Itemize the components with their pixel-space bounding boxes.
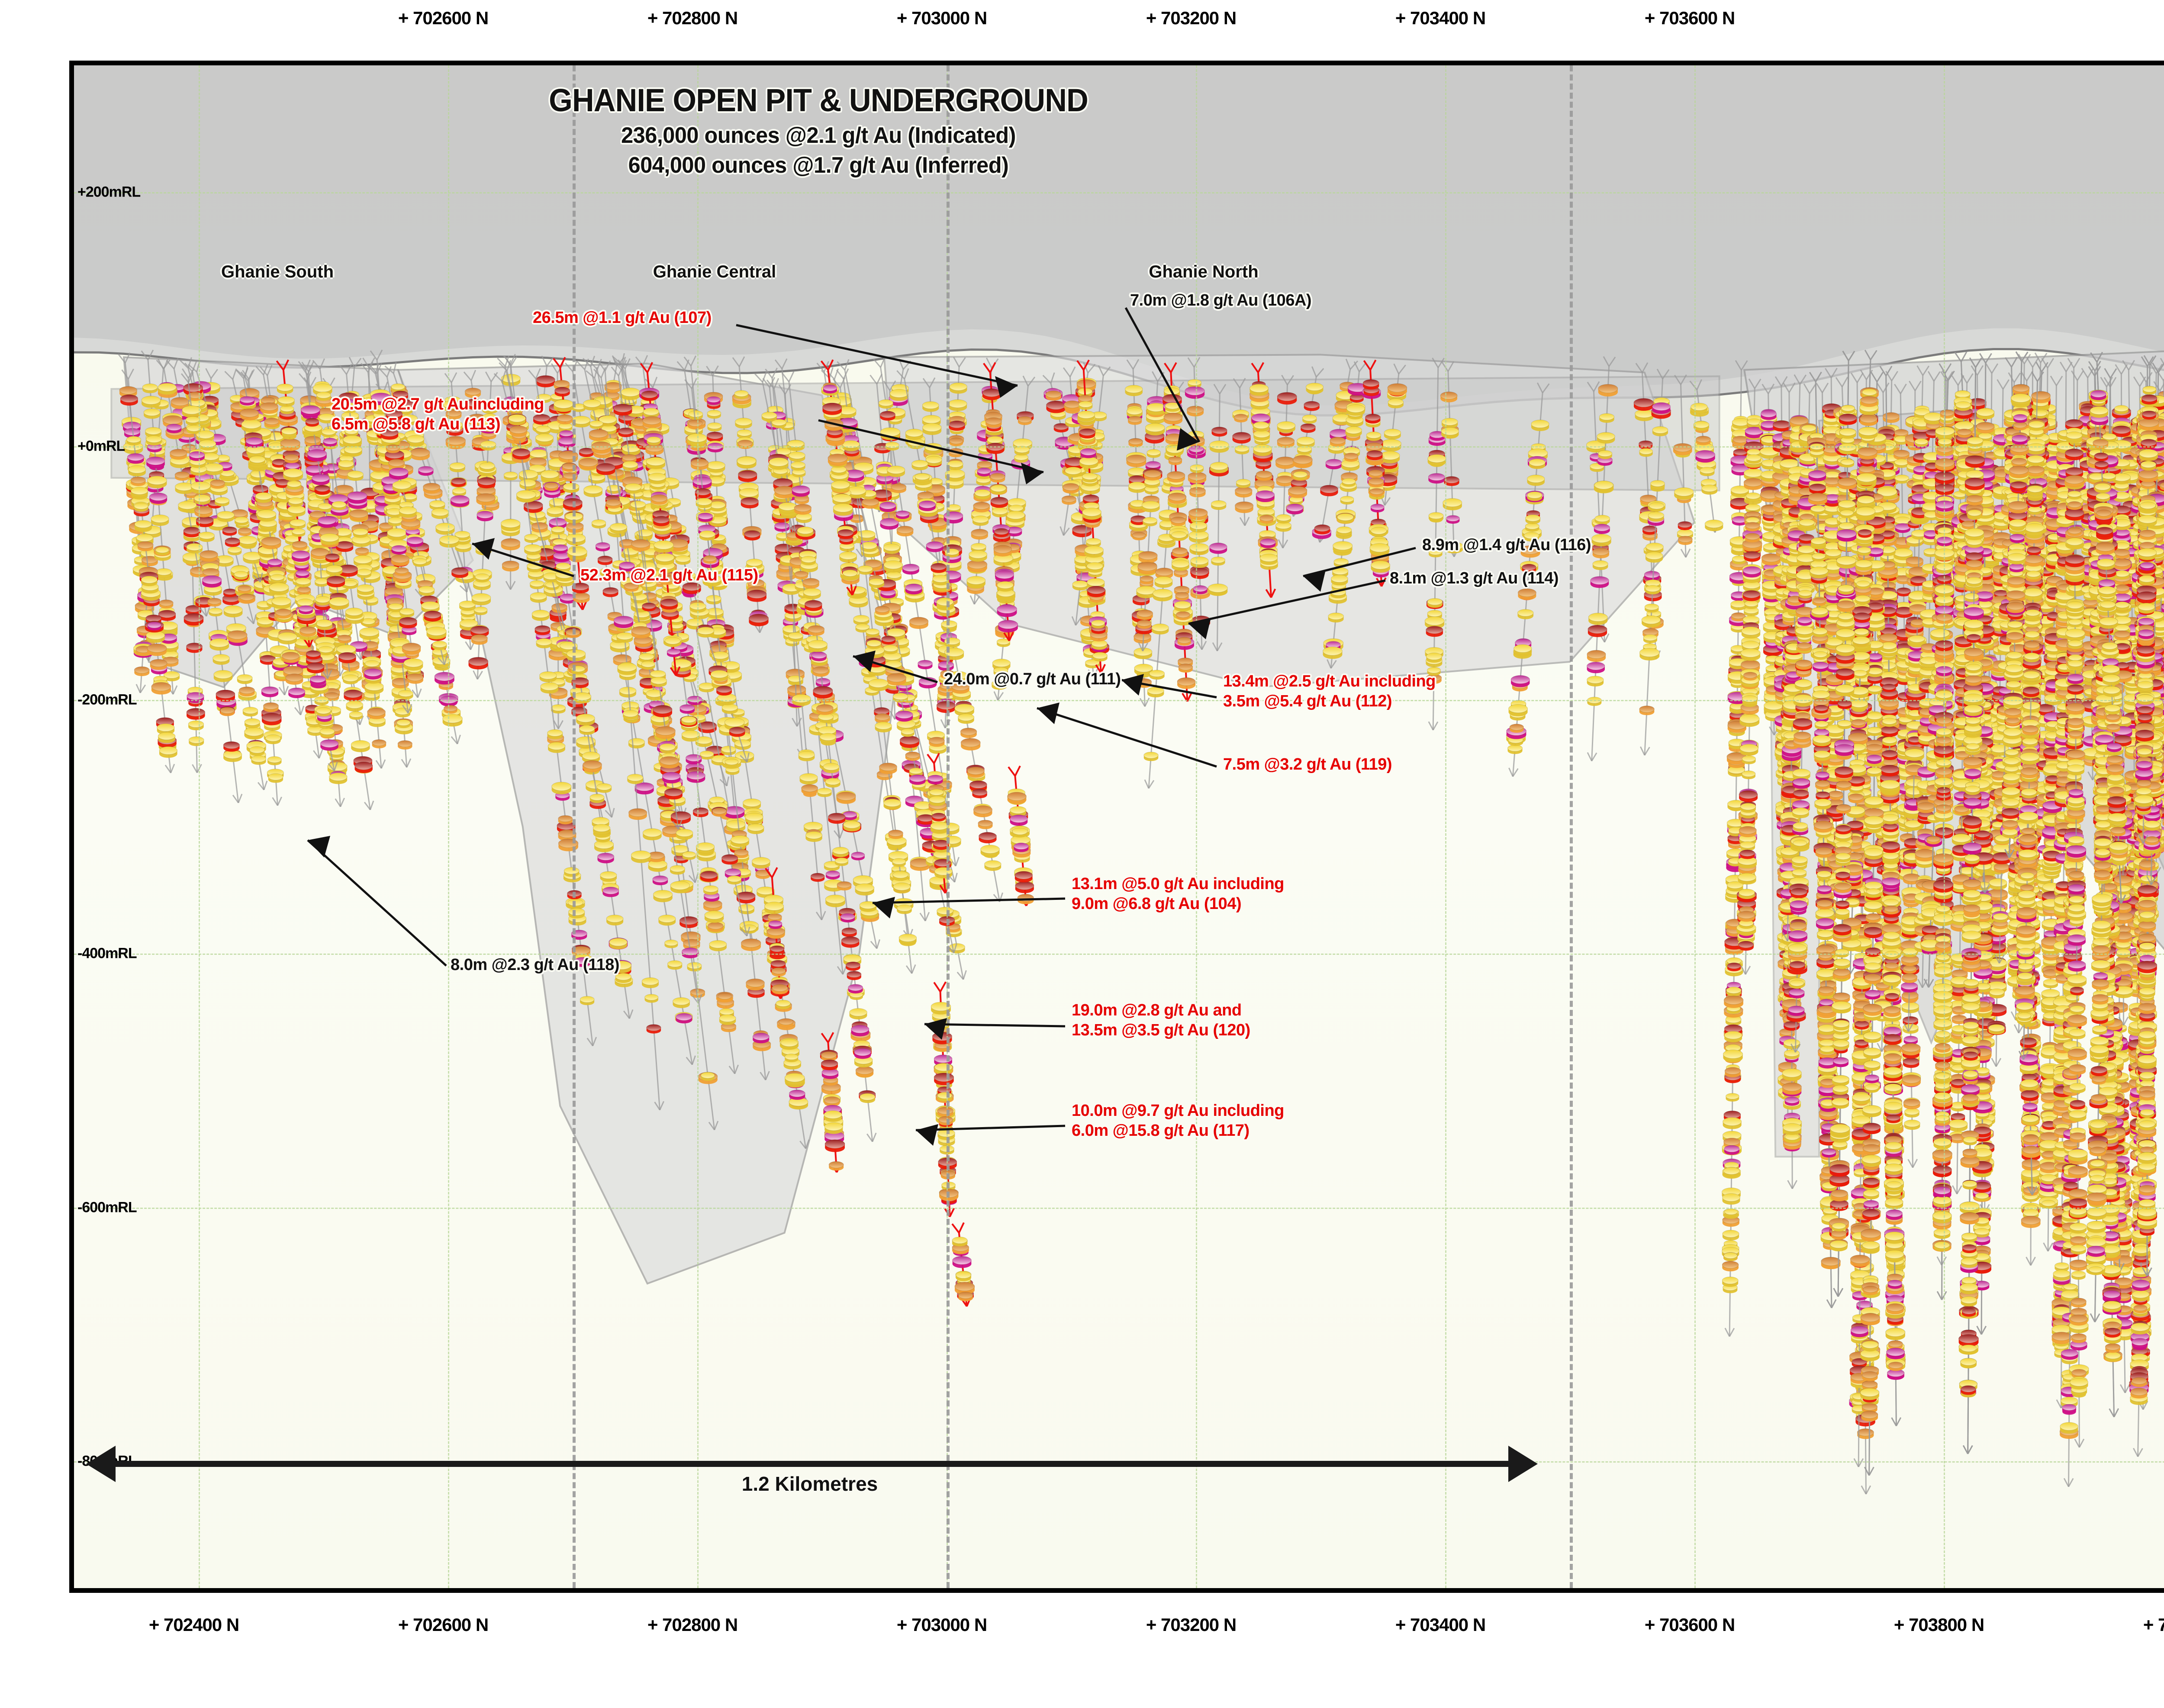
annotation-115: 52.3m @2.1 g/t Au (115) xyxy=(580,565,758,585)
axis-tick-bottom: + 702400 N xyxy=(149,1615,239,1635)
bottom-axis: + 702400 N + 702600 N + 702800 N + 703000 N… xyxy=(0,1602,2164,1666)
axis-tick-bottom: + 702600 N xyxy=(398,1615,488,1635)
annotation-112: 13.4m @2.5 g/t Au including 3.5m @5.4 g/… xyxy=(1223,671,1436,712)
annotation-leader-lines xyxy=(74,65,2164,1588)
annotation-120: 19.0m @2.8 g/t Au and 13.5m @3.5 g/t Au … xyxy=(1072,1000,1250,1041)
annotation-104: 13.1m @5.0 g/t Au including 9.0m @6.8 g/… xyxy=(1072,874,1284,914)
annotation-116: 8.9m @1.4 g/t Au (116) xyxy=(1422,535,1591,555)
axis-tick-top: + 702600 N xyxy=(398,8,488,29)
axis-tick-bottom: + 703400 N xyxy=(1395,1615,1485,1635)
axis-tick-top: + 703000 N xyxy=(897,8,987,29)
axis-tick-top: + 703400 N xyxy=(1395,8,1485,29)
plot-inner: +200mRL+200mRL+0mRL+0mRL-200mRL-200mRL-4… xyxy=(74,65,2164,1588)
axis-tick-top: + 702800 N xyxy=(647,8,737,29)
annotation-107: 26.5m @1.1 g/t Au (107) xyxy=(533,308,712,328)
annotation-113: 20.5m @2.7 g/t Au including 6.5m @5.8 g/… xyxy=(332,394,544,435)
annotation-106A: 7.0m @1.8 g/t Au (106A) xyxy=(1130,290,1311,310)
annotation-111: 24.0m @0.7 g/t Au (111) xyxy=(944,669,1121,689)
axis-tick-bottom: + 704000 N xyxy=(2143,1615,2164,1635)
axis-tick-bottom: + 703200 N xyxy=(1146,1615,1236,1635)
axis-tick-top: + 703600 N xyxy=(1645,8,1735,29)
cross-section-plot: +200mRL+200mRL+0mRL+0mRL-200mRL-200mRL-4… xyxy=(69,61,2164,1593)
top-axis: + 702600 N + 702800 N + 703000 N + 703200 N… xyxy=(0,0,2164,52)
section-width-label: 1.2 Kilometres xyxy=(742,1472,878,1495)
axis-tick-bottom: + 703000 N xyxy=(897,1615,987,1635)
annotation-117: 10.0m @9.7 g/t Au including 6.0m @15.8 g… xyxy=(1072,1101,1284,1141)
annotation-114: 8.1m @1.3 g/t Au (114) xyxy=(1390,568,1559,588)
annotation-118: 8.0m @2.3 g/t Au (118) xyxy=(451,955,619,975)
axis-tick-top: + 703200 N xyxy=(1146,8,1236,29)
axis-tick-bottom: + 702800 N xyxy=(647,1615,737,1635)
axis-tick-bottom: + 703600 N xyxy=(1645,1615,1735,1635)
axis-tick-bottom: + 703800 N xyxy=(1894,1615,1984,1635)
annotation-119: 7.5m @3.2 g/t Au (119) xyxy=(1223,754,1392,774)
